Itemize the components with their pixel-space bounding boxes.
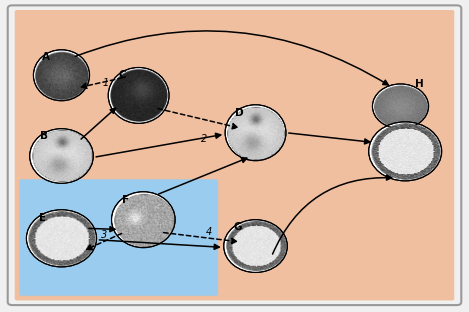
Text: G: G bbox=[234, 222, 242, 232]
Text: C: C bbox=[118, 70, 126, 80]
FancyBboxPatch shape bbox=[8, 5, 461, 305]
Text: D: D bbox=[234, 108, 243, 118]
Text: 4: 4 bbox=[205, 227, 212, 237]
Ellipse shape bbox=[369, 122, 442, 181]
Text: 2: 2 bbox=[201, 134, 207, 144]
Ellipse shape bbox=[224, 220, 287, 272]
Ellipse shape bbox=[372, 84, 429, 129]
Text: A: A bbox=[42, 52, 50, 62]
FancyBboxPatch shape bbox=[19, 179, 218, 296]
Text: F: F bbox=[122, 195, 129, 205]
Text: E: E bbox=[38, 213, 46, 223]
Ellipse shape bbox=[33, 50, 90, 101]
Ellipse shape bbox=[26, 210, 97, 267]
Ellipse shape bbox=[30, 129, 93, 183]
Text: 3: 3 bbox=[101, 230, 107, 240]
Text: 1: 1 bbox=[103, 78, 109, 88]
Ellipse shape bbox=[108, 67, 169, 123]
Text: H: H bbox=[415, 79, 424, 89]
Ellipse shape bbox=[112, 192, 175, 248]
FancyBboxPatch shape bbox=[15, 10, 454, 300]
Ellipse shape bbox=[225, 105, 286, 161]
Text: B: B bbox=[40, 131, 48, 141]
